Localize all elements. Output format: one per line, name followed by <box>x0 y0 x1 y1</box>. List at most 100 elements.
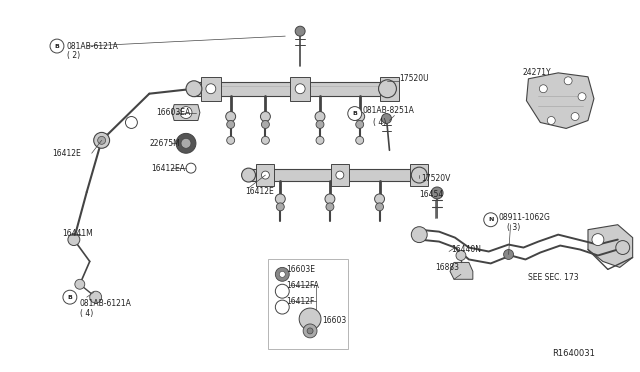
Circle shape <box>616 241 630 254</box>
Text: ( 3): ( 3) <box>507 223 520 232</box>
Text: ( 4): ( 4) <box>372 118 386 127</box>
Circle shape <box>336 171 344 179</box>
Circle shape <box>592 234 604 246</box>
Polygon shape <box>588 225 633 267</box>
Circle shape <box>180 107 192 119</box>
Bar <box>268 259 348 349</box>
Polygon shape <box>194 82 387 96</box>
Circle shape <box>226 112 236 122</box>
Circle shape <box>186 81 202 97</box>
Text: 16412E: 16412E <box>52 149 81 158</box>
Circle shape <box>50 39 64 53</box>
Polygon shape <box>257 164 275 186</box>
Text: 16603EA: 16603EA <box>156 108 191 117</box>
Text: ( 4): ( 4) <box>80 308 93 318</box>
Circle shape <box>376 203 383 211</box>
Circle shape <box>276 203 284 211</box>
Circle shape <box>356 137 364 144</box>
Text: 16412E: 16412E <box>246 187 275 196</box>
Polygon shape <box>290 77 310 101</box>
Text: 16603E: 16603E <box>286 265 316 274</box>
Circle shape <box>98 137 106 144</box>
Text: R1640031: R1640031 <box>552 349 595 358</box>
Polygon shape <box>248 169 419 181</box>
Polygon shape <box>172 105 200 121</box>
Circle shape <box>326 203 334 211</box>
Polygon shape <box>331 164 349 186</box>
Circle shape <box>540 85 547 93</box>
Polygon shape <box>201 77 221 101</box>
Circle shape <box>415 171 423 179</box>
Text: 22675M: 22675M <box>149 139 180 148</box>
Text: 17520U: 17520U <box>399 74 429 83</box>
Circle shape <box>412 167 427 183</box>
Text: 16412F: 16412F <box>286 296 315 306</box>
Circle shape <box>206 84 216 94</box>
Circle shape <box>295 84 305 94</box>
Circle shape <box>262 137 269 144</box>
Circle shape <box>381 113 392 124</box>
Text: N: N <box>488 217 493 222</box>
Circle shape <box>295 26 305 36</box>
Circle shape <box>275 267 289 281</box>
Text: B: B <box>352 111 357 116</box>
Circle shape <box>176 134 196 153</box>
Circle shape <box>68 234 80 246</box>
Circle shape <box>279 271 285 277</box>
Circle shape <box>412 227 427 243</box>
Circle shape <box>571 113 579 121</box>
Circle shape <box>275 284 289 298</box>
Polygon shape <box>527 73 594 128</box>
Text: 16454: 16454 <box>419 190 444 199</box>
Circle shape <box>227 137 235 144</box>
Circle shape <box>181 138 191 148</box>
Circle shape <box>315 112 325 122</box>
Circle shape <box>75 279 84 289</box>
Polygon shape <box>380 77 399 101</box>
Circle shape <box>93 132 109 148</box>
Circle shape <box>325 194 335 204</box>
Circle shape <box>578 93 586 101</box>
Text: B: B <box>67 295 72 300</box>
Circle shape <box>504 250 513 259</box>
Text: 16412EA: 16412EA <box>151 164 185 173</box>
Circle shape <box>378 80 396 98</box>
Text: SEE SEC. 173: SEE SEC. 173 <box>529 273 579 282</box>
Circle shape <box>275 194 285 204</box>
Circle shape <box>316 121 324 128</box>
Text: 17520V: 17520V <box>421 174 451 183</box>
Circle shape <box>431 187 443 199</box>
Circle shape <box>262 121 269 128</box>
Circle shape <box>316 137 324 144</box>
Circle shape <box>227 121 235 128</box>
Text: 081AB-6121A: 081AB-6121A <box>80 299 132 308</box>
Circle shape <box>348 107 362 121</box>
Text: 16440N: 16440N <box>451 245 481 254</box>
Circle shape <box>262 171 269 179</box>
Circle shape <box>484 213 498 227</box>
Text: ( 2): ( 2) <box>67 51 80 61</box>
Text: B: B <box>54 44 60 49</box>
Circle shape <box>275 300 289 314</box>
Text: 16603: 16603 <box>322 317 346 326</box>
Circle shape <box>456 250 466 260</box>
Circle shape <box>241 168 255 182</box>
Polygon shape <box>410 164 428 186</box>
Text: 24271Y: 24271Y <box>522 68 551 77</box>
Text: 16441M: 16441M <box>62 229 93 238</box>
Circle shape <box>374 194 385 204</box>
Text: 16883: 16883 <box>435 263 459 272</box>
Circle shape <box>547 116 556 125</box>
Text: 08911-1062G: 08911-1062G <box>499 213 550 222</box>
Text: 16412FA: 16412FA <box>286 281 319 290</box>
Circle shape <box>564 77 572 85</box>
Circle shape <box>63 290 77 304</box>
Circle shape <box>299 308 321 330</box>
Circle shape <box>307 328 313 334</box>
Circle shape <box>303 324 317 338</box>
Circle shape <box>356 121 364 128</box>
Circle shape <box>385 84 394 94</box>
Text: 081AB-8251A: 081AB-8251A <box>363 106 415 115</box>
Circle shape <box>90 291 102 303</box>
Circle shape <box>260 112 270 122</box>
